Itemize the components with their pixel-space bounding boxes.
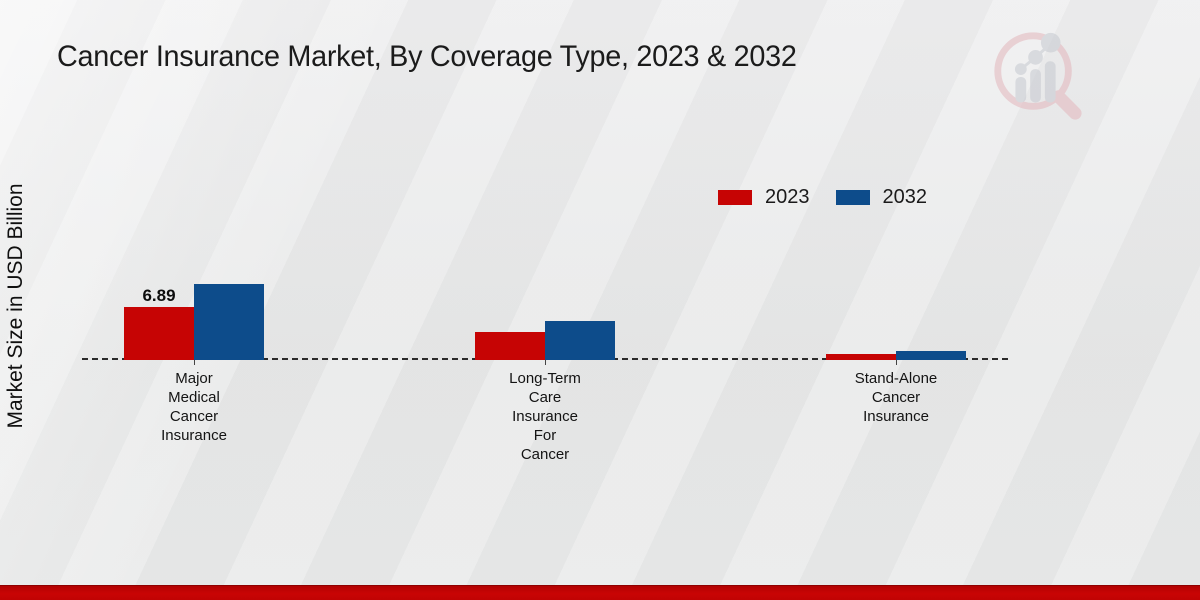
category-label-1: Major Medical Cancer Insurance xyxy=(161,370,227,444)
bar-group-3 xyxy=(826,351,966,360)
bar-2023-category-3[interactable] xyxy=(826,354,896,360)
legend-item-2023[interactable]: 2023 xyxy=(718,186,810,209)
footer-band xyxy=(0,585,1200,600)
bar-group-1: 6.89 xyxy=(124,284,264,360)
legend-swatch-2032 xyxy=(835,190,870,205)
category-label-2: Long-Term Care Insurance For Cancer xyxy=(509,370,581,463)
bar-2032-category-2[interactable] xyxy=(545,321,615,360)
x-axis-tick xyxy=(194,360,195,365)
magnifier-logo-icon xyxy=(994,32,1082,120)
bar-2023-category-2[interactable] xyxy=(475,332,545,360)
chart-title: Cancer Insurance Market, By Coverage Typ… xyxy=(57,40,797,73)
bar-value-label: 6.89 xyxy=(142,286,176,305)
legend: 2023 2032 xyxy=(718,186,927,209)
legend-item-2032[interactable]: 2032 xyxy=(835,186,928,209)
legend-label: 2032 xyxy=(882,186,928,208)
category-label-3: Stand-Alone Cancer Insurance xyxy=(854,370,938,425)
plot-area: Major Medical Cancer Insurance 6.89 Long-Term… xyxy=(82,118,1008,463)
y-axis-label: Market Size in USD Billion xyxy=(4,183,27,429)
x-axis-tick xyxy=(896,360,897,365)
legend-swatch-2023 xyxy=(718,190,752,205)
bar-group-2 xyxy=(475,321,615,360)
x-axis-tick xyxy=(545,360,546,365)
legend-label: 2023 xyxy=(765,186,810,208)
bar-2032-category-1[interactable] xyxy=(194,284,264,360)
bar-2023-category-1[interactable]: 6.89 xyxy=(124,286,194,360)
bar-2032-category-3[interactable] xyxy=(896,351,966,360)
